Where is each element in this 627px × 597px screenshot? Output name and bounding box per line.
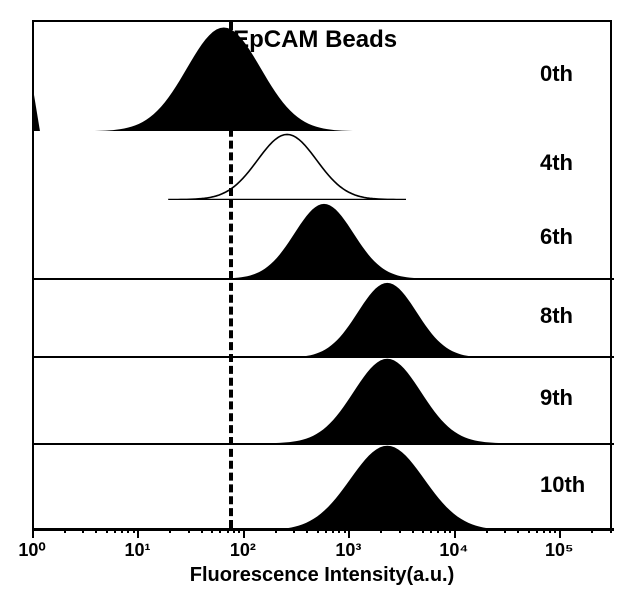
x-minor-tick — [201, 528, 203, 533]
x-minor-tick — [549, 528, 551, 533]
x-minor-tick — [543, 528, 545, 533]
x-minor-tick — [293, 528, 295, 533]
x-major-tick — [32, 528, 34, 538]
x-major-tick — [348, 528, 350, 538]
x-minor-tick — [82, 528, 84, 533]
x-axis-label: Fluorescence Intensity(a.u.) — [190, 564, 455, 587]
x-minor-tick — [449, 528, 451, 533]
flow-cytometry-histogram-chart: EpCAM Beads Fluorescence Intensity(a.u.)… — [0, 0, 627, 597]
x-minor-tick — [338, 528, 340, 533]
x-minor-tick — [106, 528, 108, 533]
x-minor-tick — [233, 528, 235, 533]
row-label-6th: 6th — [540, 224, 573, 250]
x-minor-tick — [95, 528, 97, 533]
row-label-0th: 0th — [540, 61, 573, 87]
x-major-tick — [559, 528, 561, 538]
x-minor-tick — [422, 528, 424, 533]
x-minor-tick — [317, 528, 319, 533]
x-minor-tick — [517, 528, 519, 533]
x-minor-tick — [238, 528, 240, 533]
x-tick-label: 10² — [230, 540, 256, 561]
x-minor-tick — [219, 528, 221, 533]
x-minor-tick — [133, 528, 135, 533]
x-tick-label: 10⁰ — [18, 540, 45, 561]
x-minor-tick — [64, 528, 66, 533]
x-minor-tick — [306, 528, 308, 533]
x-minor-tick — [275, 528, 277, 533]
x-minor-tick — [536, 528, 538, 533]
x-tick-label: 10¹ — [124, 540, 150, 561]
row-label-9th: 9th — [540, 385, 573, 411]
plot-area — [32, 20, 612, 528]
x-minor-tick — [169, 528, 171, 533]
row-label-10th: 10th — [540, 472, 585, 498]
row-label-4th: 4th — [540, 150, 573, 176]
x-minor-tick — [444, 528, 446, 533]
x-minor-tick — [486, 528, 488, 533]
x-tick-label: 10³ — [335, 540, 361, 561]
x-minor-tick — [554, 528, 556, 533]
x-minor-tick — [325, 528, 327, 533]
histogram-9th — [34, 357, 614, 443]
x-minor-tick — [114, 528, 116, 533]
x-minor-tick — [399, 528, 401, 533]
x-minor-tick — [332, 528, 334, 533]
x-minor-tick — [121, 528, 123, 533]
x-minor-tick — [610, 528, 612, 533]
x-minor-tick — [412, 528, 414, 533]
x-tick-label: 10⁵ — [545, 540, 573, 561]
x-tick-label: 10⁴ — [439, 540, 468, 561]
x-minor-tick — [211, 528, 213, 533]
x-minor-tick — [380, 528, 382, 533]
x-minor-tick — [127, 528, 129, 533]
histogram-10th — [34, 444, 614, 530]
histogram-8th — [34, 279, 614, 358]
x-minor-tick — [437, 528, 439, 533]
x-major-tick — [137, 528, 139, 538]
x-minor-tick — [430, 528, 432, 533]
x-minor-tick — [188, 528, 190, 533]
x-major-tick — [454, 528, 456, 538]
chart-title: EpCAM Beads — [233, 26, 397, 54]
x-minor-tick — [591, 528, 593, 533]
x-minor-tick — [504, 528, 506, 533]
x-major-tick — [243, 528, 245, 538]
histogram-6th — [34, 200, 614, 279]
row-label-8th: 8th — [540, 303, 573, 329]
x-minor-tick — [344, 528, 346, 533]
x-minor-tick — [227, 528, 229, 533]
x-minor-tick — [528, 528, 530, 533]
histogram-4th — [34, 131, 614, 200]
